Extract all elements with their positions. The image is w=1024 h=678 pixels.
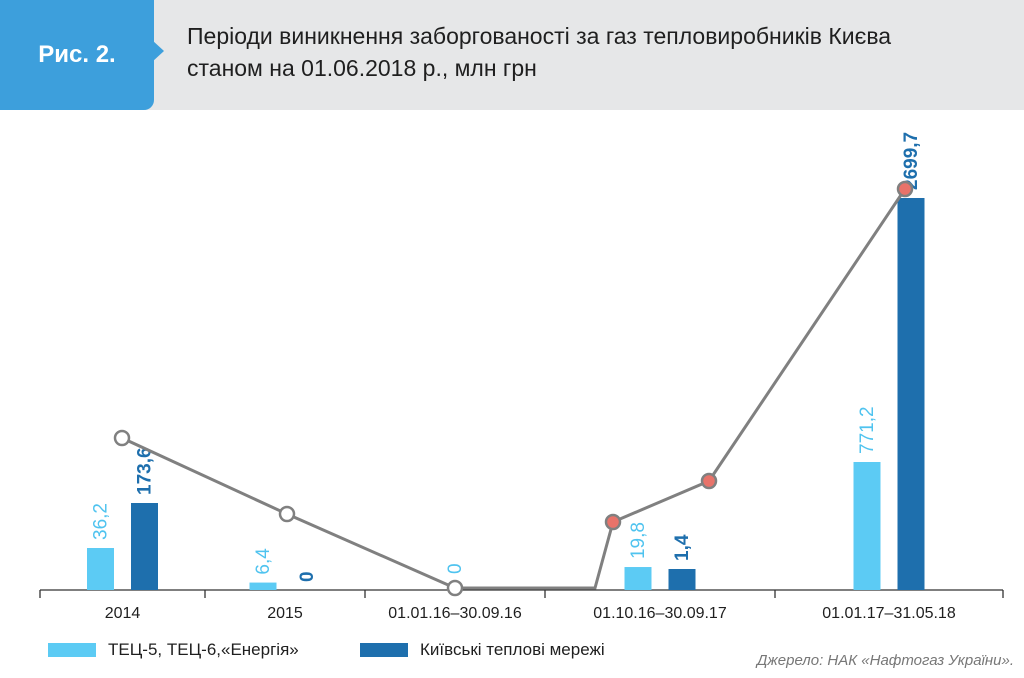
- data-label-ktm: 173,6: [135, 447, 156, 495]
- data-label-tec: 36,2: [91, 503, 112, 540]
- data-label-empty: 0: [445, 563, 466, 574]
- x-tick-label: 01.10.16–30.09.17: [593, 605, 727, 622]
- figure-header: Рис. 2. Періоди виникнення заборгованост…: [0, 0, 1024, 110]
- bar-ktm: [897, 198, 925, 590]
- data-label-tec: 6,4: [253, 548, 274, 575]
- chart-title-line1: Періоди виникнення заборгованості за газ…: [187, 23, 892, 49]
- x-tick-label: 01.01.16–30.09.16: [388, 605, 522, 622]
- bar-tec: [624, 567, 652, 590]
- data-label-ktm: 0: [297, 571, 318, 582]
- bar-ktm: [131, 503, 158, 590]
- data-label-tec: 19,8: [628, 522, 649, 559]
- figure-badge: Рис. 2.: [0, 0, 154, 110]
- data-label-ktm: 2699,7: [901, 132, 922, 190]
- source-note: Джерело: НАК «Нафтогаз України».: [756, 652, 1014, 669]
- chart-title-line2: станом на 01.06.2018 р., млн грн: [187, 55, 537, 81]
- data-label-ktm: 1,4: [672, 534, 693, 561]
- line-marker-open: [113, 429, 131, 447]
- x-tick-label: 01.01.17–31.05.18: [822, 605, 956, 622]
- badge-pointer: [152, 40, 164, 62]
- legend-swatch-tec: [48, 643, 96, 657]
- legend-label-tec: ТЕЦ-5, ТЕЦ-6,«Енергія»: [108, 640, 299, 659]
- legend-swatch-ktm: [360, 643, 408, 657]
- bar-ktm: [668, 569, 696, 590]
- bar-tec: [853, 462, 881, 590]
- trend-line: [121, 188, 907, 590]
- x-tick-label: 2015: [267, 605, 303, 622]
- figure-number: Рис. 2.: [38, 41, 116, 68]
- line-marker-red: [700, 472, 718, 490]
- bar-tec: [87, 548, 114, 590]
- chart-legend: ТЕЦ-5, ТЕЦ-6,«Енергія» Київські теплові …: [0, 640, 1024, 664]
- line-marker-red: [896, 180, 914, 198]
- legend-item-tec: ТЕЦ-5, ТЕЦ-6,«Енергія»: [48, 640, 299, 660]
- chart-title: Періоди виникнення заборгованості за газ…: [187, 20, 1007, 84]
- bar-chart: 2014 2015 01.01.16–30.09.16 01.10.16–30.09.…: [39, 132, 1004, 622]
- x-tick-label: 2014: [105, 605, 141, 622]
- bar-tec: [249, 582, 277, 590]
- legend-item-ktm: Київські теплові мережі: [360, 640, 605, 660]
- line-marker-red: [604, 513, 622, 531]
- line-marker-open: [446, 579, 464, 597]
- line-marker-open: [278, 505, 296, 523]
- data-label-tec: 771,2: [857, 406, 878, 454]
- legend-label-ktm: Київські теплові мережі: [420, 640, 605, 659]
